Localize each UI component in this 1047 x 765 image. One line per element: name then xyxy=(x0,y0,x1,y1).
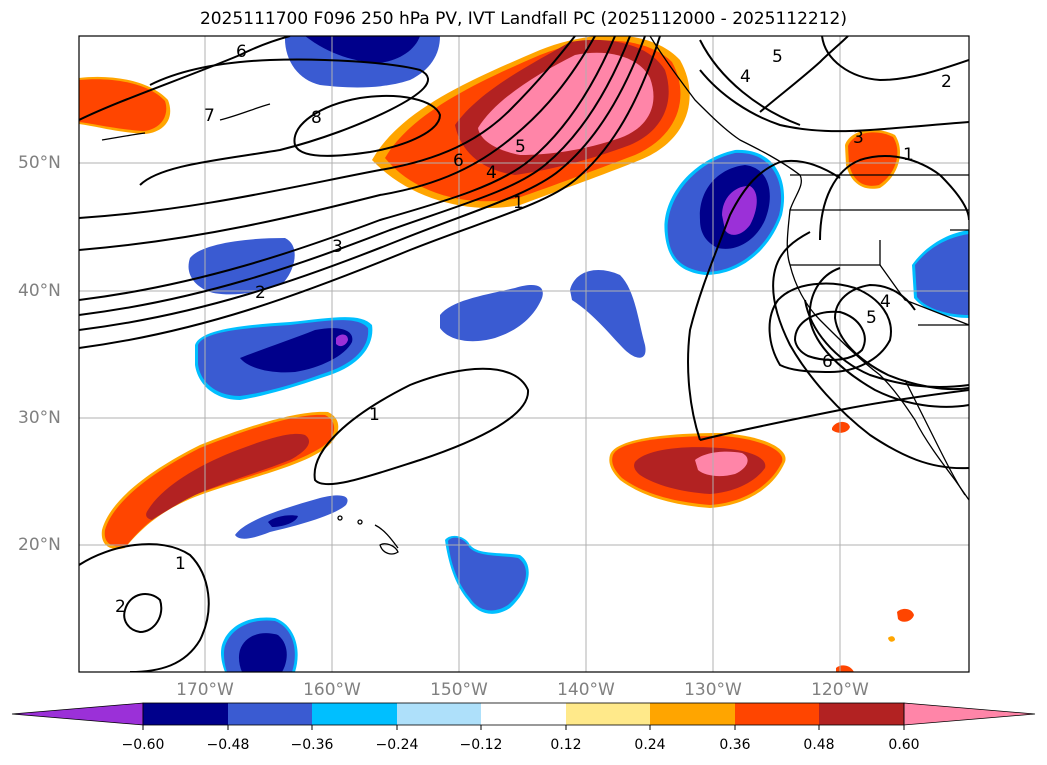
coastlines xyxy=(101,36,969,555)
lon-label: 170°W xyxy=(176,680,234,700)
lat-label: 50°N xyxy=(18,153,61,173)
lon-label: 160°W xyxy=(303,680,361,700)
colorbar-tick-label: 0.48 xyxy=(803,737,835,753)
contour-label: 6 xyxy=(822,352,833,372)
contour-label: 4 xyxy=(486,163,497,183)
negative-anomaly-aleutian xyxy=(305,36,420,63)
colorbar-extend-left xyxy=(11,702,144,726)
colorbar-bin xyxy=(566,703,650,725)
contour-label: 5 xyxy=(866,308,877,328)
colorbar-bin xyxy=(735,703,819,725)
lon-label: 120°W xyxy=(811,680,869,700)
colorbar-bin xyxy=(650,703,735,725)
colorbar-bin xyxy=(228,703,312,725)
contour-label: 4 xyxy=(880,292,891,312)
contour-label: 1 xyxy=(369,405,380,425)
negative-anomaly-hawaii-east xyxy=(448,537,527,611)
colorbar-tick-label: 0.12 xyxy=(550,737,582,753)
contour-label: 2 xyxy=(115,597,126,617)
negative-anomaly-interior xyxy=(915,234,969,315)
colorbar xyxy=(11,702,1036,730)
colorbar-tick-label: 0.36 xyxy=(719,737,751,753)
negative-anomaly-central-east xyxy=(570,270,646,358)
positive-anomaly-inland xyxy=(848,132,898,186)
graticule xyxy=(79,36,969,672)
colorbar-bin xyxy=(481,703,566,725)
lat-label: 30°N xyxy=(18,408,61,428)
colorbar-tick-label: −0.60 xyxy=(121,737,165,753)
contour-labels: 6 7 8 6 5 4 1 3 2 5 4 2 3 1 4 5 6 1 1 2 xyxy=(115,42,952,617)
lat-label: 20°N xyxy=(18,535,61,555)
contour-label: 1 xyxy=(513,193,524,213)
negative-anomaly-subtropical xyxy=(336,334,348,347)
contour-label: 3 xyxy=(332,237,343,257)
positive-anomaly-subtropical-east xyxy=(695,451,748,477)
contour-label: 3 xyxy=(853,128,864,148)
contour-label: 2 xyxy=(941,72,952,92)
lon-label: 150°W xyxy=(430,680,488,700)
contour-label: 1 xyxy=(175,554,186,574)
contour-label: 4 xyxy=(740,67,751,87)
colorbar-tick-label: −0.36 xyxy=(290,737,334,753)
negative-anomaly-hawaii-west xyxy=(268,515,298,527)
positive-anomaly-small xyxy=(832,421,850,433)
colorbar-tick-label: 0.60 xyxy=(888,737,920,753)
negative-anomaly-central xyxy=(440,285,543,342)
colorbar-tick-label: 0.24 xyxy=(634,737,666,753)
contour-label: 5 xyxy=(515,137,526,157)
map-frame xyxy=(78,35,970,673)
negative-anomaly-offshore-pnw xyxy=(722,185,757,235)
contour-label: 6 xyxy=(453,151,464,171)
lon-label: 140°W xyxy=(557,680,615,700)
negative-anomaly-south xyxy=(238,633,287,672)
colorbar-tick-label: −0.12 xyxy=(459,737,503,753)
contour-label: 5 xyxy=(772,47,783,67)
figure-title: 2025111700 F096 250 hPa PV, IVT Landfall… xyxy=(199,9,847,29)
contour-label: 7 xyxy=(204,106,215,126)
colorbar-bin xyxy=(143,703,228,725)
contour-label: 8 xyxy=(311,108,322,128)
positive-anomaly-subtropical-band xyxy=(146,433,310,520)
colorbar-extend-right xyxy=(903,702,1036,726)
colorbar-bin xyxy=(397,703,481,725)
colorbar-bin xyxy=(312,703,397,725)
pv-contours xyxy=(79,36,969,672)
positive-anomaly-tiny xyxy=(888,636,895,642)
contour-label: 1 xyxy=(903,145,914,165)
colorbar-tick-label: −0.48 xyxy=(206,737,250,753)
colorbar-bin xyxy=(819,703,904,725)
lat-label: 40°N xyxy=(18,281,61,301)
negative-anomaly-subtropical xyxy=(240,328,353,373)
contour-label: 6 xyxy=(236,42,247,62)
colorbar-tick-label: −0.24 xyxy=(375,737,419,753)
positive-anomaly-tiny xyxy=(897,608,914,622)
contour-label: 2 xyxy=(255,283,266,303)
lon-label: 130°W xyxy=(684,680,742,700)
